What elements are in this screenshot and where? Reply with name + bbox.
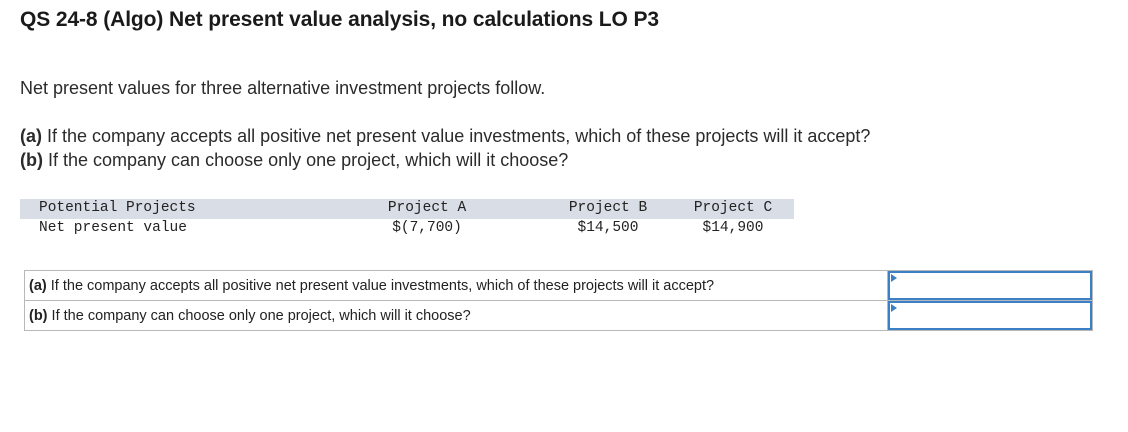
caret-right-icon	[891, 304, 897, 312]
answer-row-b: (b) If the company can choose only one p…	[24, 300, 1093, 331]
question-a-tag: (a)	[20, 126, 42, 146]
header-project-a: Project A	[387, 200, 467, 216]
question-b-tag: (b)	[20, 150, 43, 170]
table-row: Net present value $(7,700) $14,500 $14,9…	[20, 219, 794, 239]
question-a-text: If the company accepts all positive net …	[42, 126, 871, 146]
answer-a-text: If the company accepts all positive net …	[46, 277, 715, 294]
row-label-npv: Net present value	[39, 220, 187, 236]
answer-b-tag: (b)	[29, 307, 48, 324]
answer-a-dropdown[interactable]	[888, 271, 1092, 300]
answer-b-dropdown[interactable]	[888, 301, 1092, 330]
answer-a-tag: (a)	[29, 277, 47, 294]
npv-project-b: $14,500	[577, 220, 639, 236]
intro-text: Net present values for three alternative…	[20, 78, 546, 98]
answer-table: (a) If the company accepts all positive …	[24, 270, 1093, 331]
header-project-c: Project C	[693, 200, 773, 216]
header-potential-projects: Potential Projects	[39, 200, 196, 216]
answer-row-a: (a) If the company accepts all positive …	[24, 270, 1093, 301]
page-title: QS 24-8 (Algo) Net present value analysi…	[20, 8, 659, 31]
caret-right-icon	[891, 274, 897, 282]
answer-b-cell	[887, 300, 1093, 331]
answer-question-b: (b) If the company can choose only one p…	[24, 300, 888, 331]
answer-a-cell	[887, 270, 1093, 301]
answer-question-a: (a) If the company accepts all positive …	[24, 270, 888, 301]
table-header-row: Potential Projects Project A Project B P…	[20, 199, 794, 219]
question-b-text: If the company can choose only one proje…	[42, 150, 569, 170]
npv-table: Potential Projects Project A Project B P…	[20, 199, 794, 239]
header-project-b: Project B	[568, 200, 648, 216]
npv-project-a: $(7,700)	[392, 220, 462, 236]
npv-project-c: $14,900	[702, 220, 764, 236]
question-a: (a) If the company accepts all positive …	[20, 126, 870, 147]
answer-b-text: If the company can choose only one proje…	[47, 307, 471, 324]
question-b: (b) If the company can choose only one p…	[20, 150, 568, 171]
